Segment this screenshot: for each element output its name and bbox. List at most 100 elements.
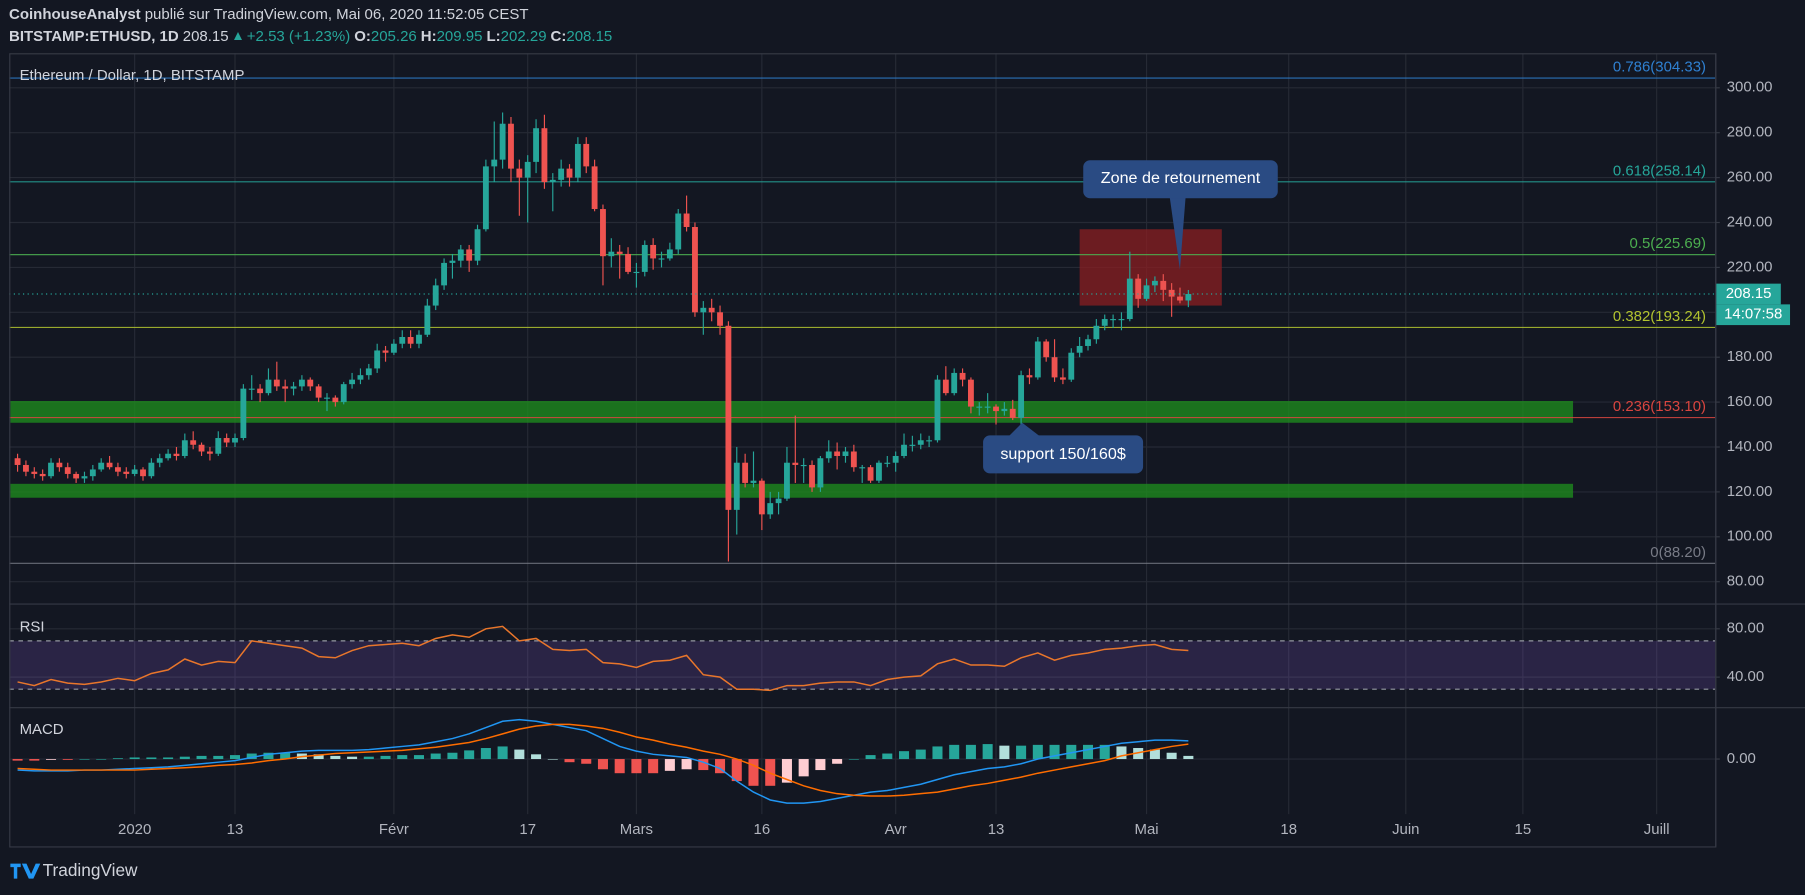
last: 208.15	[182, 28, 229, 45]
candle-body	[1085, 339, 1091, 346]
y-tick-label: 80.00	[1727, 573, 1764, 590]
candle-body	[449, 260, 456, 263]
macd-histogram-bar	[882, 753, 893, 760]
candle-body	[1101, 319, 1108, 326]
symbol: BITSTAMP:ETHUSD, 1D	[9, 28, 179, 45]
candle-body	[23, 464, 29, 472]
x-tick-label: 13	[227, 821, 244, 838]
candle-body	[692, 226, 698, 313]
macd-histogram-bar	[531, 754, 542, 760]
candle-body	[742, 462, 749, 483]
candle-body	[190, 440, 197, 445]
callout-text: Zone de retournement	[1101, 169, 1261, 187]
countdown-box	[1716, 304, 1791, 326]
published: publié sur TradingView.com, Mai 06, 2020…	[144, 6, 529, 23]
candle-body	[64, 467, 71, 474]
candle-body	[1126, 278, 1133, 320]
macd-histogram-bar	[447, 752, 458, 760]
candle-body	[181, 440, 188, 456]
macd-histogram-bar	[179, 756, 190, 760]
macd-histogram-bar	[698, 759, 709, 771]
ohlc-key: C:	[550, 28, 567, 45]
ohlc-value: 209.95	[436, 28, 483, 45]
candle-body	[332, 397, 339, 403]
candle-body	[1160, 280, 1167, 290]
candle-body	[1034, 341, 1041, 378]
callout: support 150/160$	[983, 422, 1144, 474]
zone-layer	[9, 77, 1716, 690]
candle-body	[14, 458, 21, 465]
macd-histogram-bar	[196, 755, 207, 760]
macd-histogram-bar	[497, 746, 508, 760]
candle-body	[574, 143, 581, 178]
candle-body	[1051, 357, 1058, 378]
macd-histogram-bar	[899, 751, 910, 760]
candle-body	[1135, 278, 1142, 299]
rsi-line	[17, 625, 1189, 692]
candle-body	[993, 406, 999, 412]
candle-body	[56, 462, 63, 468]
macd-histogram-bar	[1082, 744, 1094, 760]
candle-body	[215, 438, 222, 454]
candle-body	[340, 384, 347, 403]
change: +2.53 (+1.23%)	[246, 28, 351, 45]
macd-histogram-bar	[464, 750, 475, 760]
pane-title: RSI	[20, 619, 45, 636]
candle-body	[541, 128, 548, 183]
candle-body	[959, 372, 966, 380]
candle-body	[1001, 408, 1008, 412]
x-tick-label: 13	[988, 821, 1005, 838]
candle-body	[156, 458, 163, 463]
macd-histogram-bar	[280, 752, 291, 760]
candle-body	[466, 249, 473, 261]
candle-body	[148, 462, 155, 477]
callout-box	[1083, 160, 1278, 199]
candle-body	[89, 469, 96, 477]
macd-histogram-bar	[397, 755, 408, 760]
candle-body	[106, 462, 113, 468]
candle-body	[248, 388, 255, 390]
candle-body	[792, 462, 799, 465]
candle-body	[240, 388, 247, 439]
candle-body	[1009, 408, 1016, 418]
candle-body	[382, 350, 389, 353]
candle-body	[98, 462, 105, 470]
fib-label: 0.382(193.24)	[1613, 308, 1706, 325]
candle-body	[31, 471, 38, 474]
candle-body	[775, 498, 782, 504]
brand-logo	[10, 863, 41, 879]
candle-body	[976, 406, 983, 408]
candle-body	[399, 336, 406, 344]
rsi-band	[9, 640, 1716, 690]
x-tick-label: Févr	[379, 821, 409, 838]
candle-body	[257, 388, 264, 394]
macd-histogram-bar	[347, 756, 358, 760]
callout: Zone de retournement	[1083, 160, 1278, 270]
candle-body	[1143, 285, 1150, 299]
header-line: CoinhouseAnalyst publié sur TradingView.c…	[9, 4, 616, 26]
x-tick-label: 16	[754, 821, 771, 838]
macd-histogram-bar	[79, 759, 90, 760]
candle-body	[198, 444, 205, 452]
candle-body	[140, 469, 146, 477]
candle-body	[892, 455, 899, 463]
x-tick-label: 15	[1515, 821, 1532, 838]
macd-histogram-bar	[430, 753, 441, 760]
ohlc-key: O:	[354, 28, 371, 45]
candle-body	[967, 379, 974, 407]
macd-histogram-bar	[163, 757, 174, 760]
y-tick-label: 160.00	[1727, 393, 1773, 410]
macd-histogram-bar	[915, 749, 926, 760]
macd-histogram-bar	[1066, 744, 1077, 760]
candle-body	[750, 480, 757, 483]
candle-body	[817, 458, 824, 488]
candle-body	[700, 307, 707, 313]
callout-pointer	[1169, 195, 1186, 270]
macd-histogram-bar	[62, 759, 73, 760]
macd-histogram-bar	[514, 749, 525, 760]
candle-body	[273, 379, 280, 387]
candle-body	[901, 444, 907, 456]
candle-body	[884, 462, 891, 464]
macd-histogram-bar	[648, 759, 659, 774]
candle-body	[583, 143, 590, 167]
